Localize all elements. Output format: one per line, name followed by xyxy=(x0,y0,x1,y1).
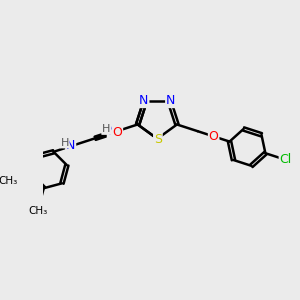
Text: N: N xyxy=(139,94,148,107)
Text: O: O xyxy=(112,126,122,139)
Text: N: N xyxy=(66,139,75,152)
Text: N: N xyxy=(108,125,117,138)
Text: CH₃: CH₃ xyxy=(28,206,47,216)
Text: N: N xyxy=(166,94,175,107)
Text: Cl: Cl xyxy=(280,153,292,166)
Text: O: O xyxy=(209,130,219,143)
Text: H: H xyxy=(60,138,69,148)
Text: H: H xyxy=(102,124,110,134)
Text: CH₃: CH₃ xyxy=(0,176,17,186)
Text: S: S xyxy=(154,133,162,146)
